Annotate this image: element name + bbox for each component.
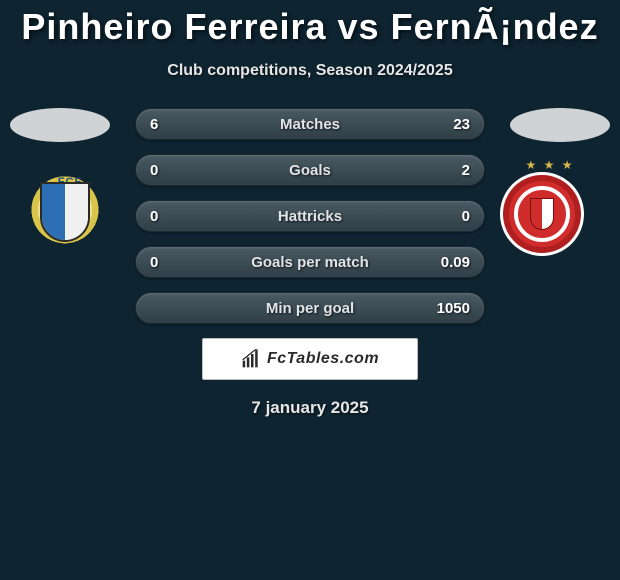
- stat-right-value: 1050: [437, 293, 470, 325]
- stat-row: 0 Hattricks 0: [135, 200, 485, 232]
- player-left-oval: [10, 108, 110, 142]
- branding-box: FcTables.com: [202, 338, 418, 380]
- comparison-content: FCF ★ ★ ★ 6 Matches 23 0 Goals 2 0 Hattr…: [0, 108, 620, 418]
- stat-label: Hattricks: [136, 201, 484, 231]
- stat-row: 0 Goals 2: [135, 154, 485, 186]
- club-crest-right: ★ ★ ★: [500, 172, 600, 256]
- bar-chart-icon: [241, 349, 261, 369]
- club-crest-left: FCF: [20, 172, 120, 256]
- page-title: Pinheiro Ferreira vs FernÃ¡ndez: [0, 0, 620, 48]
- stat-right-value: 0.09: [441, 247, 470, 279]
- stat-right-value: 2: [462, 155, 470, 187]
- page-subtitle: Club competitions, Season 2024/2025: [0, 62, 620, 80]
- stat-label: Goals per match: [136, 247, 484, 277]
- stat-label: Goals: [136, 155, 484, 185]
- stat-right-value: 0: [462, 201, 470, 233]
- stat-label: Min per goal: [136, 293, 484, 323]
- stat-row: Min per goal 1050: [135, 292, 485, 324]
- branding-text: FcTables.com: [267, 350, 379, 368]
- stat-right-value: 23: [453, 109, 470, 141]
- player-right-oval: [510, 108, 610, 142]
- stat-label: Matches: [136, 109, 484, 139]
- stats-column: 6 Matches 23 0 Goals 2 0 Hattricks 0 0 G…: [135, 108, 485, 324]
- stat-row: 6 Matches 23: [135, 108, 485, 140]
- date-text: 7 january 2025: [0, 398, 620, 418]
- stat-row: 0 Goals per match 0.09: [135, 246, 485, 278]
- crest-right-stars: ★ ★ ★: [500, 158, 600, 172]
